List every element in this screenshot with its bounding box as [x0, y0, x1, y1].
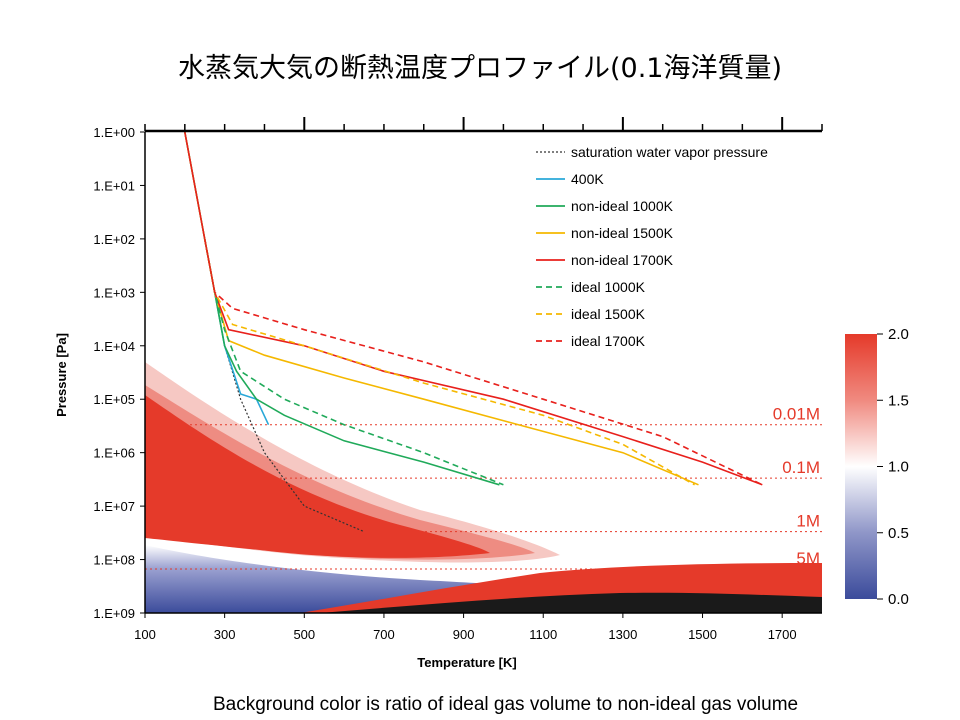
- x-tick-label: 700: [373, 627, 395, 642]
- x-tick-label: 900: [453, 627, 475, 642]
- legend-label: 400K: [571, 171, 604, 187]
- reference-line-label: 5M: [796, 549, 820, 568]
- slide-title: 水蒸気大気の断熱温度プロファイル(0.1海洋質量): [177, 53, 782, 84]
- legend-label: ideal 1500K: [571, 306, 646, 322]
- series-line: [203, 238, 695, 486]
- caption: Background color is ratio of ideal gas v…: [213, 694, 799, 715]
- ratio-background: [145, 132, 822, 613]
- x-axis-title: Temperature [K]: [417, 655, 516, 670]
- legend: saturation water vapor pressure 400K non-i…: [536, 144, 768, 349]
- y-tick-label: 1.E+03: [93, 285, 135, 300]
- x-tick-label: 300: [214, 627, 236, 642]
- y-axis-ticks: 1.E+00 1.E+01 1.E+02 1.E+03 1.E+04 1.E+05 1.E+…: [93, 125, 145, 621]
- x-tick-label: 500: [293, 627, 315, 642]
- reference-line-label: 1M: [796, 512, 820, 531]
- y-tick-label: 1.E+00: [93, 125, 135, 140]
- reference-line-label: 0.01M: [773, 405, 820, 424]
- colorbar-tick-label: 0.0: [888, 591, 909, 608]
- colorbar-tick-label: 1.0: [888, 459, 909, 476]
- reference-line-label: 0.1M: [782, 458, 820, 477]
- x-axis-ticks: 100 300 500 700 900 1100 1300 1500 1700: [134, 613, 797, 642]
- axes: [144, 129, 822, 614]
- legend-label: non-ideal 1500K: [571, 225, 674, 241]
- legend-label: non-ideal 1700K: [571, 252, 674, 268]
- series-group: [184, 132, 763, 533]
- y-tick-label: 1.E+05: [93, 392, 135, 407]
- high-ratio-region-core: [145, 395, 490, 558]
- colorbar: 2.0 1.5 1.0 0.5 0.0: [845, 326, 909, 608]
- y-tick-label: 1.E+06: [93, 446, 135, 461]
- colorbar-tick-label: 2.0: [888, 326, 909, 343]
- upper-right-dark-region: [320, 592, 822, 613]
- y-tick-label: 1.E+09: [93, 606, 135, 621]
- y-tick-label: 1.E+01: [93, 178, 135, 193]
- x-tick-label: 1700: [768, 627, 797, 642]
- x-tick-label: 1500: [688, 627, 717, 642]
- colorbar-tick-label: 1.5: [888, 392, 909, 409]
- y-tick-label: 1.E+08: [93, 553, 135, 568]
- colorbar-ticks: 2.0 1.5 1.0 0.5 0.0: [877, 326, 909, 608]
- mass-reference-lines: 0.01M 0.1M 1M 5M: [145, 405, 822, 570]
- y-tick-label: 1.E+07: [93, 499, 135, 514]
- legend-label: saturation water vapor pressure: [571, 144, 768, 160]
- colorbar-gradient: [845, 334, 877, 599]
- legend-label: non-ideal 1000K: [571, 198, 674, 214]
- y-tick-label: 1.E+04: [93, 339, 135, 354]
- top-axis-ticks: [144, 117, 823, 131]
- legend-label: ideal 1700K: [571, 333, 646, 349]
- x-tick-label: 1300: [608, 627, 637, 642]
- x-tick-label: 1100: [529, 627, 557, 642]
- y-axis-title: Pressure [Pa]: [54, 333, 69, 417]
- series-line: [203, 238, 763, 486]
- legend-label: ideal 1000K: [571, 279, 646, 295]
- series-line: [203, 238, 504, 486]
- colorbar-tick-label: 0.5: [888, 525, 909, 542]
- y-tick-label: 1.E+02: [93, 232, 135, 247]
- series-line: [184, 132, 763, 486]
- x-tick-label: 100: [134, 627, 156, 642]
